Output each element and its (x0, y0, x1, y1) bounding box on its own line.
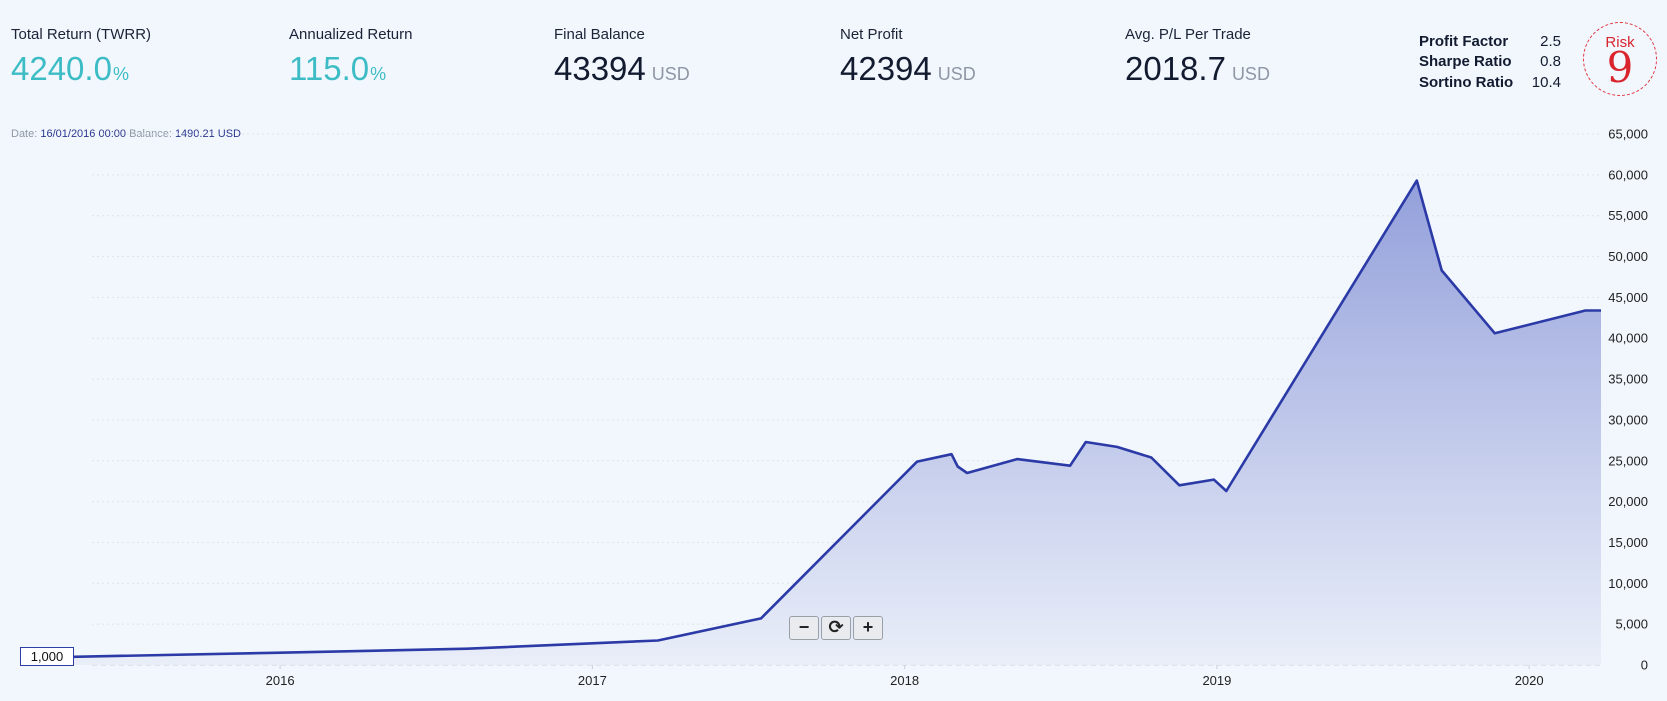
x-tick-label: 2017 (578, 673, 607, 688)
balance-label: Balance: (129, 128, 172, 140)
y-tick-label: 55,000 (1608, 208, 1648, 223)
grid-lines (92, 133, 1601, 666)
stat-final-balance: Final Balance 43394 USD (554, 26, 690, 94)
risk-label: Risk (1605, 34, 1635, 51)
date-value: 16/01/2016 00:00 (40, 128, 126, 140)
stat-label: Annualized Return (289, 26, 413, 43)
stat-avg-pl: Avg. P/L Per Trade 2018.7 USD (1125, 26, 1270, 94)
start-value-label: 1,000 (20, 647, 74, 666)
x-tick-label: 2019 (1202, 673, 1231, 688)
ratios-panel: Profit Factor 2.5 Sharpe Ratio 0.8 Sortino… (1419, 31, 1561, 93)
stat-label: Net Profit (840, 26, 903, 43)
x-tick-label: 2018 (890, 673, 919, 688)
y-tick-label: 5,000 (1615, 617, 1648, 632)
y-tick-label: 0 (1641, 658, 1648, 673)
stat-total-return: Total Return (TWRR) 4240.0% (11, 26, 151, 94)
y-tick-label: 65,000 (1608, 127, 1648, 142)
stat-value: 2018.7 USD (1125, 50, 1270, 87)
y-tick-label: 50,000 (1608, 249, 1648, 264)
hover-info: Date: 16/01/2016 00:00 Balance: 1490.21 … (11, 128, 241, 140)
y-tick-label: 10,000 (1608, 576, 1648, 591)
y-tick-label: 40,000 (1608, 331, 1648, 346)
stat-label: Total Return (TWRR) (11, 26, 152, 43)
stat-label: Avg. P/L Per Trade (1125, 26, 1251, 43)
y-axis: 0 5,000 10,000 15,000 20,000 25,000 30,000 35,0… (1608, 127, 1648, 673)
series-area (74, 180, 1601, 665)
stat-value: 4240.0% (11, 50, 129, 87)
zoom-out-button[interactable]: − (789, 616, 819, 640)
y-tick-label: 25,000 (1608, 453, 1648, 468)
risk-value: 9 (1606, 43, 1634, 92)
stat-value: 43394 USD (554, 50, 690, 87)
y-tick-label: 45,000 (1608, 290, 1648, 305)
y-tick-label: 30,000 (1608, 412, 1648, 427)
x-tick-label: 2016 (266, 673, 295, 688)
zoom-in-button[interactable]: + (853, 616, 883, 640)
stat-net-profit: Net Profit 42394 USD (840, 26, 976, 94)
ratio-row-profit-factor: Profit Factor 2.5 (1419, 32, 1561, 50)
y-tick-label: 20,000 (1608, 494, 1648, 509)
x-tick-label: 2020 (1515, 673, 1544, 688)
zoom-reset-button[interactable]: ⟳ (821, 616, 851, 640)
stat-label: Final Balance (554, 26, 645, 43)
stat-value: 42394 USD (840, 50, 976, 87)
y-tick-label: 60,000 (1608, 167, 1648, 182)
ratio-row-sharpe: Sharpe Ratio 0.8 (1419, 53, 1561, 71)
series-line[interactable] (73, 179, 1601, 659)
y-tick-label: 15,000 (1608, 535, 1648, 550)
stat-value: 115.0% (289, 50, 387, 87)
date-label: Date: (11, 128, 38, 140)
y-tick-label: 35,000 (1608, 372, 1648, 387)
x-axis: 2016 2017 2018 2019 2020 (266, 665, 1544, 688)
ratio-row-sortino: Sortino Ratio 10.4 (1419, 73, 1561, 91)
stat-annualized-return: Annualized Return 115.0% (289, 26, 412, 94)
risk-badge: Risk 9 (1583, 22, 1657, 96)
